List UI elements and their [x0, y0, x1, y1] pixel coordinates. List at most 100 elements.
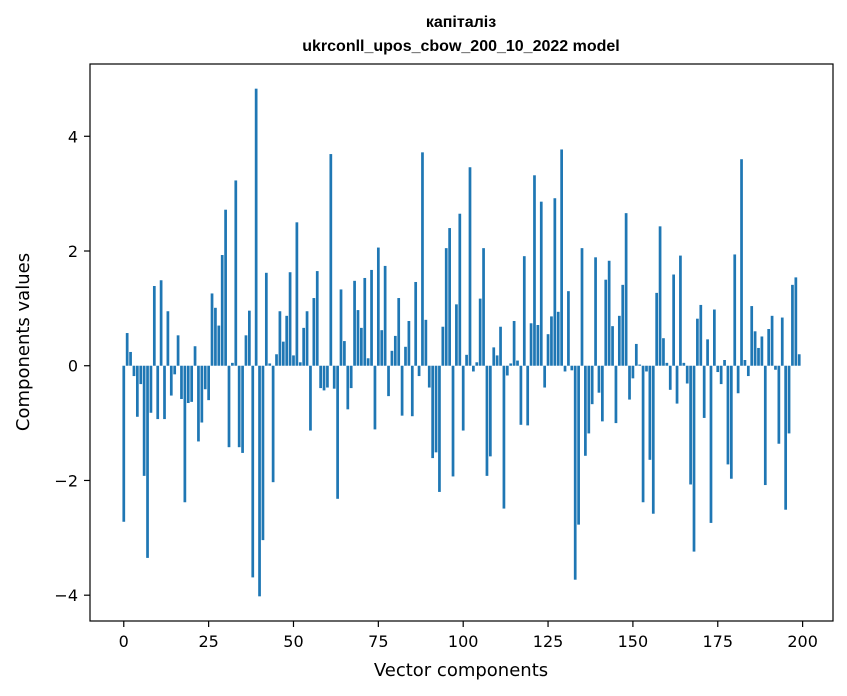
x-tick-label: 200 [787, 632, 818, 651]
bar [475, 362, 479, 366]
x-tick-label: 175 [702, 632, 733, 651]
bar [702, 365, 706, 418]
bar [750, 306, 754, 366]
bar [434, 365, 438, 453]
bar [577, 365, 580, 525]
bar [780, 317, 784, 366]
bar [519, 365, 523, 425]
bar [285, 315, 289, 366]
bar [672, 274, 675, 366]
y-tick-label: −2 [54, 471, 78, 490]
bar [183, 365, 187, 503]
bar [424, 319, 428, 366]
bar [563, 365, 567, 372]
bar [770, 315, 774, 366]
bar [774, 365, 777, 370]
bar [343, 341, 346, 366]
bar [655, 292, 659, 366]
bar [645, 365, 648, 372]
bar [448, 228, 451, 366]
bar [248, 310, 251, 366]
bar [149, 365, 153, 413]
bar [264, 272, 268, 366]
bar [713, 309, 716, 366]
bar [631, 365, 635, 379]
bar [393, 335, 397, 366]
bar [522, 256, 526, 366]
bar [373, 365, 377, 430]
bar [791, 284, 794, 366]
bar [397, 298, 401, 366]
bar [438, 365, 441, 492]
bar [556, 311, 560, 366]
bar [417, 365, 421, 377]
bar [224, 209, 227, 366]
bar [292, 355, 295, 366]
bar [526, 365, 530, 426]
bar [719, 365, 723, 385]
y-tick-label: 4 [68, 127, 78, 146]
bar [407, 320, 411, 366]
bar [458, 213, 462, 366]
bar [156, 365, 160, 420]
plot-frame [89, 63, 834, 622]
bar [139, 365, 143, 385]
bar [706, 339, 709, 366]
bar [472, 365, 475, 372]
bar [567, 291, 570, 366]
bar [787, 365, 791, 434]
x-tick-label: 75 [368, 632, 388, 651]
bar [757, 347, 760, 366]
bar [356, 310, 360, 366]
x-axis: 0 25 50 75 100 125 150 175 200 [119, 621, 818, 651]
bar [601, 365, 604, 422]
bar [492, 347, 496, 366]
bar [346, 365, 350, 410]
bar [716, 365, 720, 373]
bar [451, 365, 455, 477]
bar [696, 318, 699, 366]
bar [516, 360, 519, 366]
bar [278, 311, 282, 366]
bar [353, 280, 356, 366]
bar [668, 365, 672, 390]
bar [251, 365, 255, 578]
bar [193, 346, 197, 366]
bar [478, 298, 482, 366]
bar [539, 201, 543, 366]
bar [753, 331, 757, 366]
bar [275, 354, 278, 366]
bars-group [122, 88, 801, 597]
bar [505, 365, 509, 376]
bar [336, 365, 339, 499]
bar [322, 365, 326, 391]
bar [628, 365, 631, 400]
bar [237, 365, 241, 448]
bar [366, 358, 370, 366]
bar [132, 365, 136, 377]
bar [468, 167, 472, 366]
bar [349, 365, 353, 389]
bar [584, 365, 587, 456]
bar [740, 159, 743, 366]
bar [404, 346, 407, 366]
bar [550, 316, 553, 366]
bar [665, 362, 669, 366]
bar [234, 180, 238, 366]
bar [152, 286, 156, 366]
x-tick-label: 125 [533, 632, 564, 651]
bar [146, 365, 149, 558]
bar [410, 365, 414, 417]
bar [689, 365, 692, 485]
bar [166, 311, 170, 366]
bar [560, 149, 563, 366]
bar [444, 248, 448, 366]
bar [662, 338, 665, 366]
bar [427, 365, 431, 388]
bar [797, 354, 801, 366]
bar [624, 213, 628, 366]
y-tick-label: 2 [68, 242, 78, 261]
bar [488, 365, 492, 457]
bar [611, 326, 614, 366]
bar [746, 365, 750, 377]
